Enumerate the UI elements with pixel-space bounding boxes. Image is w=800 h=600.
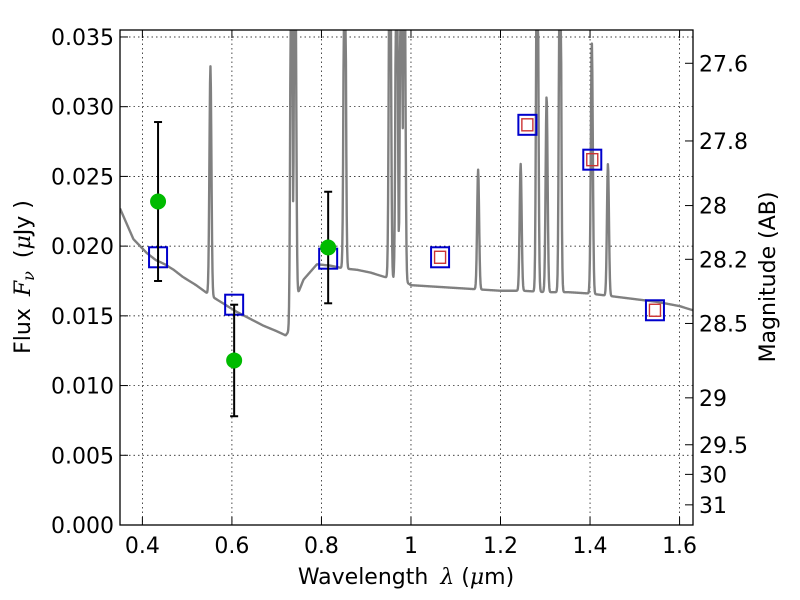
x-tick-label: 1.2: [483, 534, 518, 559]
y-tick-label: 0.020: [51, 235, 114, 260]
magnitude-tick-label: 31: [699, 494, 727, 519]
magnitude-axis-label: Magnitude (AB): [756, 192, 781, 363]
grid: [120, 30, 693, 526]
y-axis: 0.000 0.005 0.010 0.015 0.020 0.025 0.030 0.035: [51, 26, 128, 539]
model-spectrum-line: [120, 30, 693, 337]
x-axis-label-unit-rest: m): [484, 565, 514, 590]
y-axis-label: Flux Fν (μJy ): [11, 200, 38, 354]
x-tick-label: 1.4: [573, 534, 608, 559]
x-tick-label: 0.8: [304, 534, 339, 559]
model-spectrum-layer: [120, 30, 693, 337]
observed-point: [226, 352, 243, 369]
plot-frame: [119, 29, 694, 526]
y-axis-label-unit-rest: Jy ): [11, 200, 36, 237]
y-axis-label-sub: ν: [19, 271, 38, 281]
x-axis-label-unit-open: (: [454, 565, 470, 590]
y-axis-label-unit-mu: μ: [11, 235, 36, 249]
magnitude-tick-label: 27.8: [699, 130, 748, 155]
model-photometry-box: [644, 299, 665, 322]
y-tick-label: 0.030: [51, 96, 114, 121]
magnitude-tick-label: 30: [699, 463, 727, 488]
model-photometry-box: [430, 246, 451, 269]
magnitude-axis: 27.6 27.8 28 28.2 28.5 29 29.5 30 31: [685, 52, 748, 519]
y-tick-label: 0.005: [51, 444, 114, 469]
y-tick-label: 0.000: [51, 514, 114, 539]
x-tick-label: 1.6: [662, 534, 697, 559]
y-axis-label-symbol: F: [11, 280, 36, 297]
x-tick-label: 0.4: [125, 534, 160, 559]
model-photometry-inner-box: [648, 303, 662, 317]
y-tick-label: 0.010: [51, 375, 114, 400]
model-photometry-inner-box: [521, 118, 534, 132]
model-photometry-inner-box: [433, 250, 447, 264]
x-tick-label: 0.6: [214, 534, 249, 559]
x-axis-label-unit-mu: μ: [470, 565, 484, 590]
magnitude-tick-label: 28.5: [699, 312, 748, 337]
y-tick-label: 0.035: [51, 26, 114, 51]
x-axis: 0.4 0.6 0.8 1 1.2 1.4 1.6: [125, 30, 697, 559]
x-tick-label: 1: [404, 534, 418, 559]
x-axis-label-symbol: λ: [439, 565, 454, 590]
model-photometry-box: [517, 113, 538, 136]
data-points-layer: [148, 113, 665, 418]
magnitude-tick-label: 29.5: [699, 434, 748, 459]
magnitude-tick-label: 28: [699, 195, 727, 220]
y-tick-label: 0.025: [51, 165, 114, 190]
magnitude-tick-label: 29: [699, 387, 727, 412]
x-axis-label-text: Wavelength: [298, 565, 429, 590]
observed-point: [150, 193, 167, 210]
observed-point: [320, 239, 337, 256]
magnitude-tick-label: 27.6: [699, 52, 748, 77]
y-tick-label: 0.015: [51, 305, 114, 330]
y-axis-label-text: Flux: [11, 308, 36, 354]
y-axis-label-unit-open: (: [11, 250, 36, 266]
magnitude-tick-label: 28.2: [699, 248, 748, 273]
x-axis-label: Wavelength λ (μm): [298, 565, 514, 590]
model-photometry-box: [582, 148, 603, 171]
model-photometry-inner-box: [586, 152, 599, 167]
